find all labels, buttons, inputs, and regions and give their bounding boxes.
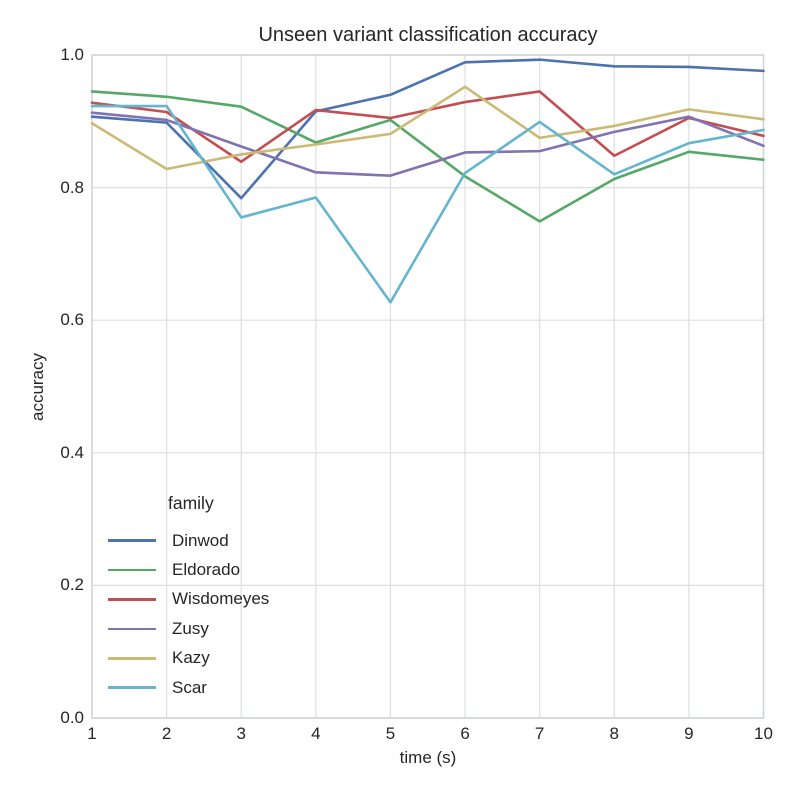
y-tick-label: 0.4 <box>60 442 84 462</box>
x-tick-label: 6 <box>460 724 470 743</box>
legend-row: Eldorado <box>104 555 269 584</box>
legend-line-swatch <box>108 686 156 689</box>
legend-line-swatch <box>108 627 156 631</box>
x-tick-label: 2 <box>161 724 172 743</box>
y-tick-label: 1.0 <box>60 45 84 64</box>
y-tick-label: 0.2 <box>60 575 84 595</box>
series-line-zusy <box>90 111 765 177</box>
legend-row: Scar <box>104 673 269 702</box>
legend-line-swatch <box>108 656 156 660</box>
legend-line-swatch <box>108 598 156 601</box>
x-tick-label: 8 <box>609 724 619 743</box>
x-axis-label: time (s) <box>399 748 457 767</box>
series-line-wisdomeyes <box>90 90 765 164</box>
chart-title: Unseen variant classification accuracy <box>258 24 598 46</box>
legend-row: Kazy <box>104 644 269 673</box>
x-tick-label: 5 <box>385 724 396 743</box>
legend-item-label: Dinwod <box>172 530 229 550</box>
legend-items: Dinwod Eldorado Wisdomeyes Zusy Kazy Scar <box>104 526 269 702</box>
series-line-scar <box>90 104 765 304</box>
legend-line-swatch <box>108 568 156 572</box>
axes-spines <box>91 54 765 719</box>
legend-item-label: Wisdomeyes <box>172 589 270 609</box>
legend-item-label: Eldorado <box>172 560 241 580</box>
legend-line-swatch <box>108 539 156 542</box>
legend: family Dinwod Eldorado Wisdomeyes Zusy Kazy S… <box>104 492 269 702</box>
legend-title: family <box>168 493 214 513</box>
x-tick-label: 9 <box>684 724 694 743</box>
legend-item-label: Zusy <box>172 618 209 638</box>
x-tick-label: 7 <box>534 724 545 743</box>
y-tick-label: 0.6 <box>60 310 84 330</box>
legend-item-label: Kazy <box>172 648 210 668</box>
x-tick-label: 3 <box>236 724 246 743</box>
legend-item-label: Scar <box>172 677 207 697</box>
x-tick-label: 1 <box>87 724 97 743</box>
series-line-eldorado <box>90 90 765 223</box>
y-tick-label: 0.8 <box>60 177 84 197</box>
x-tick-label: 4 <box>311 724 321 743</box>
legend-row: Zusy <box>104 614 269 643</box>
x-tick-label: 10 <box>754 724 773 743</box>
y-axis-label: accuracy <box>28 352 47 422</box>
legend-row: Dinwod <box>104 526 269 555</box>
legend-row: Wisdomeyes <box>104 585 269 614</box>
y-tick-label: 0.0 <box>60 708 84 727</box>
